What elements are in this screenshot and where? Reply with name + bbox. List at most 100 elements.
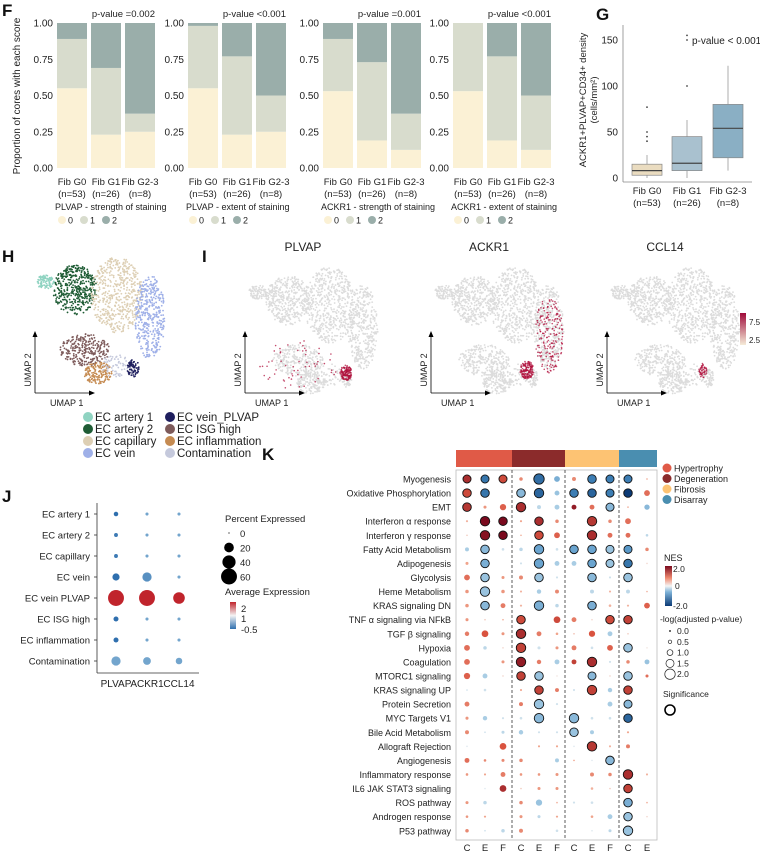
umap-point xyxy=(359,308,362,311)
umap-point xyxy=(335,315,338,318)
umap-point xyxy=(140,301,143,304)
umap-point xyxy=(152,344,155,347)
umap-point xyxy=(373,339,375,342)
umap-point xyxy=(468,293,470,296)
umap-point xyxy=(101,270,103,273)
umap-point xyxy=(351,295,354,298)
umap-point xyxy=(357,336,359,338)
y-tick-label: 0.00 xyxy=(430,164,450,175)
umap-point xyxy=(357,301,360,303)
umap-point xyxy=(126,313,129,315)
x-tick-n-label: (n=53) xyxy=(454,189,482,200)
umap-point xyxy=(487,305,490,308)
umap-point xyxy=(284,303,287,305)
umap-point xyxy=(117,327,119,329)
umap-point xyxy=(159,311,161,314)
umap-point xyxy=(84,295,87,298)
umap-point xyxy=(85,300,88,303)
umap-point xyxy=(104,284,107,287)
umap-point xyxy=(493,292,496,295)
umap-point xyxy=(283,354,286,357)
umap-point xyxy=(93,336,96,339)
umap-point xyxy=(321,356,323,359)
umap-point xyxy=(110,261,113,264)
umap-point xyxy=(147,340,150,343)
umap-point xyxy=(447,285,450,288)
umap-point xyxy=(482,315,484,318)
umap-point xyxy=(327,301,330,304)
umap-point xyxy=(303,313,306,315)
umap-point xyxy=(158,322,161,325)
umap-point xyxy=(348,384,351,386)
umap-point xyxy=(114,322,117,325)
umap-point xyxy=(299,304,302,307)
umap-point xyxy=(152,304,155,307)
umap-point xyxy=(139,316,142,319)
umap-point xyxy=(155,339,157,342)
x-axis-title: UMAP 1 xyxy=(255,398,288,408)
umap-point xyxy=(81,300,84,302)
umap-point xyxy=(368,301,371,304)
umap-point xyxy=(331,335,334,338)
umap-point xyxy=(157,296,160,299)
legend-label: 0 xyxy=(199,216,204,226)
umap-point xyxy=(306,303,308,305)
umap-point xyxy=(274,281,277,284)
umap-point xyxy=(93,298,96,300)
legend-label: Contamination xyxy=(177,448,251,460)
umap-point xyxy=(135,308,138,311)
umap-point xyxy=(95,316,98,319)
umap-point xyxy=(120,292,123,295)
umap-point xyxy=(318,325,321,328)
umap-expr-point xyxy=(303,385,305,388)
umap-point xyxy=(445,284,448,287)
umap-point xyxy=(87,272,90,275)
umap-point xyxy=(476,285,479,288)
umap-point xyxy=(124,296,127,299)
umap-point xyxy=(297,344,300,346)
umap-point xyxy=(365,359,367,362)
umap-point xyxy=(309,379,312,382)
umap-point xyxy=(71,358,74,360)
umap-point xyxy=(279,369,282,372)
umap-point xyxy=(444,286,446,289)
umap-point xyxy=(126,298,129,301)
umap-point xyxy=(88,293,91,295)
umap-point xyxy=(281,365,284,368)
umap-point xyxy=(72,347,74,350)
umap-point xyxy=(357,297,359,300)
umap-point xyxy=(354,305,357,308)
umap-point xyxy=(127,325,130,327)
umap-point xyxy=(471,286,474,289)
umap-point xyxy=(310,371,312,374)
umap-point xyxy=(256,292,259,294)
umap-point xyxy=(323,289,326,291)
legend-label: EC vein_PLVAP xyxy=(177,412,259,424)
umap-point xyxy=(123,323,126,326)
umap-point xyxy=(332,270,335,273)
umap-point xyxy=(112,326,115,329)
umap-point xyxy=(314,309,317,311)
umap-point xyxy=(105,372,108,375)
umap-point xyxy=(370,313,373,316)
umap-point xyxy=(41,284,44,287)
umap-point xyxy=(82,279,84,282)
umap-point xyxy=(160,319,163,322)
umap-point xyxy=(353,308,356,311)
umap-point xyxy=(363,301,365,304)
umap-point xyxy=(303,292,306,295)
umap-point xyxy=(120,368,123,371)
umap-point xyxy=(105,308,107,311)
umap-point xyxy=(338,320,341,323)
umap-point xyxy=(287,297,290,299)
umap-point xyxy=(298,358,300,361)
y-tick-label: 1.00 xyxy=(300,19,320,30)
umap-point xyxy=(95,289,98,292)
umap-point xyxy=(137,332,140,335)
umap-point xyxy=(115,370,117,373)
bar-segment-score-2 xyxy=(256,23,286,96)
legend-label: 1 xyxy=(356,216,361,226)
umap-point xyxy=(62,344,65,347)
umap-point xyxy=(123,258,126,261)
umap-point xyxy=(354,293,357,295)
